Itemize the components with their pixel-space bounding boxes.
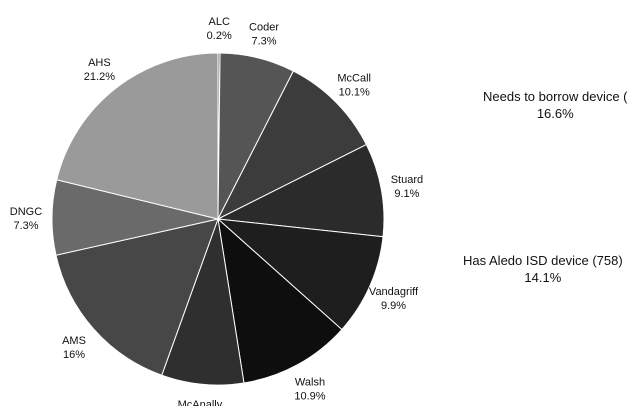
side-label-value: 14.1% xyxy=(524,270,562,285)
slice-label-walsh: Walsh 10.9% xyxy=(294,377,325,403)
slice-percent: 16% xyxy=(63,349,85,361)
slice-name: Vandagriff xyxy=(369,286,419,298)
slice-name: Walsh xyxy=(295,377,325,389)
slice-label-mcanally: McAnally8% xyxy=(178,399,223,406)
side-label-value: 16.6% xyxy=(536,106,574,121)
pie-slice-ahs xyxy=(56,52,219,220)
pie-slice-vandagriff xyxy=(216,218,384,331)
slice-percent: 10.1% xyxy=(339,87,370,99)
slice-label-ams: AMS 16% xyxy=(62,335,86,361)
side-label-name: Has Aledo ISD device (758) xyxy=(463,253,623,268)
side-label-name: Needs to borrow device ( xyxy=(483,89,628,104)
slice-percent: 9.9% xyxy=(381,300,406,312)
slice-label-dngc: DNGC 7.3% xyxy=(10,206,42,232)
slice-name: McAnally xyxy=(178,399,223,406)
slice-percent: 7.3% xyxy=(251,36,276,48)
slice-label-mccall: McCall 10.1% xyxy=(337,73,371,99)
slice-percent: 21.2% xyxy=(84,71,115,83)
side-label-needs-to-borrow: Needs to borrow device ( 16.6% xyxy=(483,88,628,122)
slice-percent: 7.3% xyxy=(13,220,38,232)
slice-label-ahs: AHS 21.2% xyxy=(84,57,115,83)
slice-label-coder: Coder 7.3% xyxy=(249,22,279,48)
slice-name: McCall xyxy=(337,73,371,85)
slice-label-vandagriff: Vandagriff 9.9% xyxy=(369,286,419,312)
slice-name: AMS xyxy=(62,335,86,347)
pie-slice-walsh xyxy=(217,217,343,384)
slice-name: AHS xyxy=(88,57,111,69)
slice-label-stuard: Stuard 9.1% xyxy=(391,174,423,200)
slice-name: Coder xyxy=(249,22,279,34)
slice-percent: 10.9% xyxy=(294,391,325,403)
side-label-has-aledo-device: Has Aledo ISD device (758) 14.1% xyxy=(463,252,623,286)
pie-slice-mccall xyxy=(216,70,368,221)
slice-label-alc: ALC 0.2% xyxy=(207,16,232,42)
slice-name: DNGC xyxy=(10,206,42,218)
slice-name: ALC xyxy=(208,16,229,28)
slice-percent: 9.1% xyxy=(394,188,419,200)
slice-percent: 0.2% xyxy=(207,30,232,42)
pie-slice-ams xyxy=(55,218,219,376)
slice-name: Stuard xyxy=(391,174,423,186)
pie-slice-stuard xyxy=(216,143,385,238)
